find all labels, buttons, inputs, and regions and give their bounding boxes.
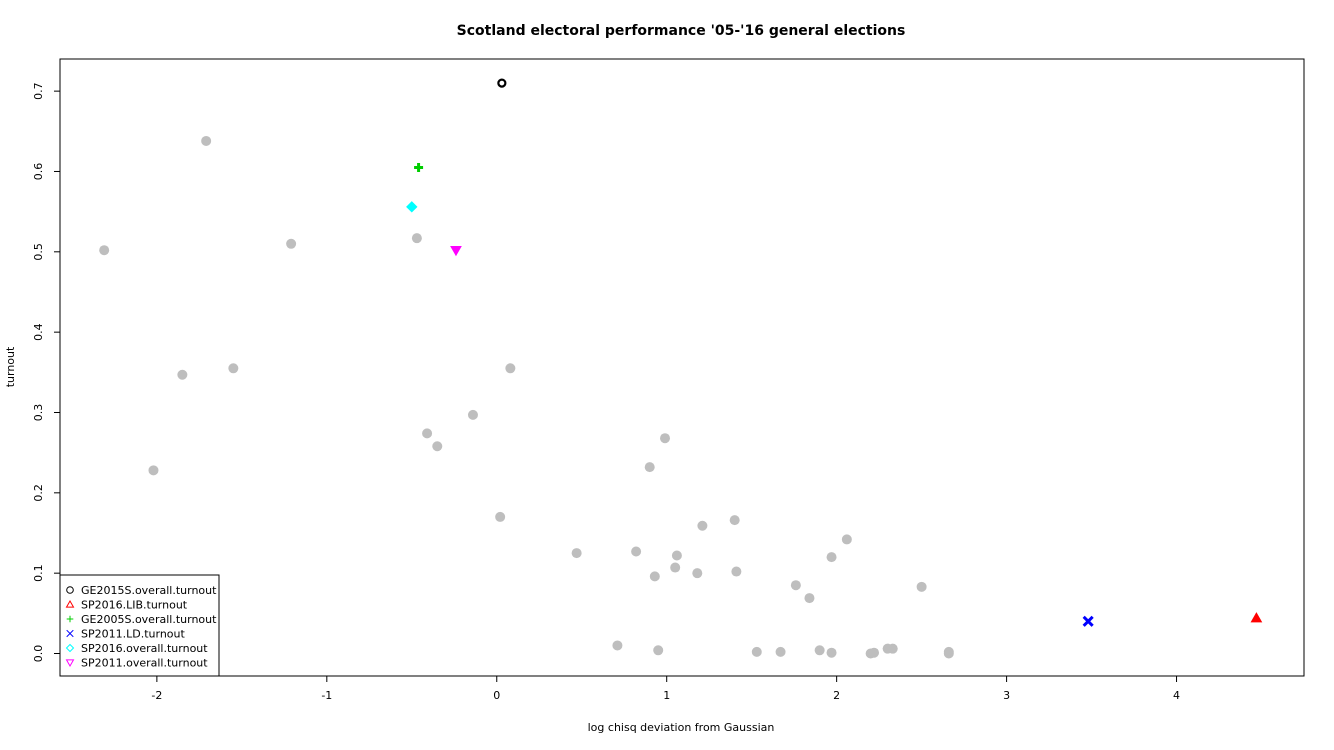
- y-tick-label: 0.3: [32, 404, 45, 422]
- x-tick-label: 0: [493, 689, 500, 702]
- background-point: [467, 409, 478, 420]
- data-point: [450, 245, 462, 257]
- x-tick-label: 2: [833, 689, 840, 702]
- background-point: [804, 593, 815, 604]
- data-point: [406, 201, 418, 213]
- background-point: [671, 550, 682, 561]
- background-point: [432, 441, 443, 452]
- x-tick-label: 1: [663, 689, 670, 702]
- x-tick-label: 3: [1003, 689, 1010, 702]
- legend-symbol: [66, 586, 74, 594]
- legend-symbol: [65, 643, 75, 653]
- legend-label: SP2011.overall.turnout: [81, 657, 208, 670]
- background-point: [697, 520, 708, 531]
- chart-title: Scotland electoral performance '05-'16 g…: [457, 23, 906, 39]
- background-point: [411, 233, 422, 244]
- legend-label: GE2015S.overall.turnout: [81, 584, 217, 597]
- background-point: [670, 562, 681, 573]
- legend-label: SP2011.LD.turnout: [81, 628, 185, 641]
- y-tick-label: 0.5: [32, 243, 45, 261]
- data-point: [1082, 615, 1094, 627]
- background-point: [99, 245, 110, 256]
- x-tick-label: -1: [321, 689, 332, 702]
- background-point: [422, 428, 433, 439]
- background-point: [505, 363, 516, 374]
- background-point: [201, 135, 212, 146]
- x-tick-label: -2: [151, 689, 162, 702]
- y-tick-label: 0.6: [32, 163, 45, 181]
- background-point: [177, 369, 188, 380]
- y-tick-label: 0.0: [32, 645, 45, 663]
- legend-box: [59, 574, 220, 677]
- plot-area-frame: [59, 58, 1305, 677]
- legend-label: SP2016.overall.turnout: [81, 642, 208, 655]
- highlighted-points: [406, 78, 1263, 627]
- background-point: [631, 546, 642, 557]
- background-point: [729, 515, 740, 526]
- background-point: [495, 511, 506, 522]
- background-point: [869, 647, 880, 658]
- background-point: [644, 462, 655, 473]
- background-point: [826, 552, 837, 563]
- background-point: [916, 581, 927, 592]
- data-point: [414, 162, 424, 172]
- y-tick-label: 0.2: [32, 484, 45, 502]
- y-tick-label: 0.7: [32, 82, 45, 100]
- data-point: [1250, 612, 1263, 623]
- background-point: [943, 648, 954, 659]
- background-point: [660, 433, 671, 444]
- x-tick-label: 4: [1173, 689, 1180, 702]
- legend-symbol: [65, 599, 75, 608]
- legend: GE2015S.overall.turnout SP2016.LIB.turnou…: [59, 574, 220, 677]
- background-point: [286, 238, 297, 249]
- legend-label: GE2005S.overall.turnout: [81, 613, 217, 626]
- legend-label: SP2016.LIB.turnout: [81, 599, 188, 612]
- legend-symbol: [66, 615, 74, 623]
- background-point: [790, 580, 801, 591]
- y-tick-label: 0.1: [32, 564, 45, 582]
- background-point: [887, 643, 898, 654]
- background-point: [228, 363, 239, 374]
- background-point: [612, 640, 623, 651]
- background-point: [841, 534, 852, 545]
- background-point: [653, 645, 664, 656]
- y-tick-label: 0.4: [32, 323, 45, 341]
- data-point: [497, 78, 507, 88]
- legend-symbol: [66, 629, 74, 638]
- background-point: [826, 647, 837, 658]
- background-point: [148, 465, 159, 476]
- background-point: [692, 568, 703, 579]
- y-axis-label: turnout: [4, 346, 17, 387]
- x-axis: -2 -1 0 1 2 3 4: [151, 676, 1180, 702]
- background-points: [99, 135, 954, 659]
- background-point: [649, 571, 660, 582]
- background-point: [775, 646, 786, 657]
- x-axis-label: log chisq deviation from Gaussian: [588, 721, 775, 734]
- background-point: [571, 548, 582, 559]
- background-point: [814, 645, 825, 656]
- background-point: [751, 646, 762, 657]
- y-axis: 0.0 0.1 0.2 0.3 0.4 0.5 0.6 0.7: [32, 82, 60, 662]
- background-point: [731, 566, 742, 577]
- legend-symbol: [65, 659, 75, 668]
